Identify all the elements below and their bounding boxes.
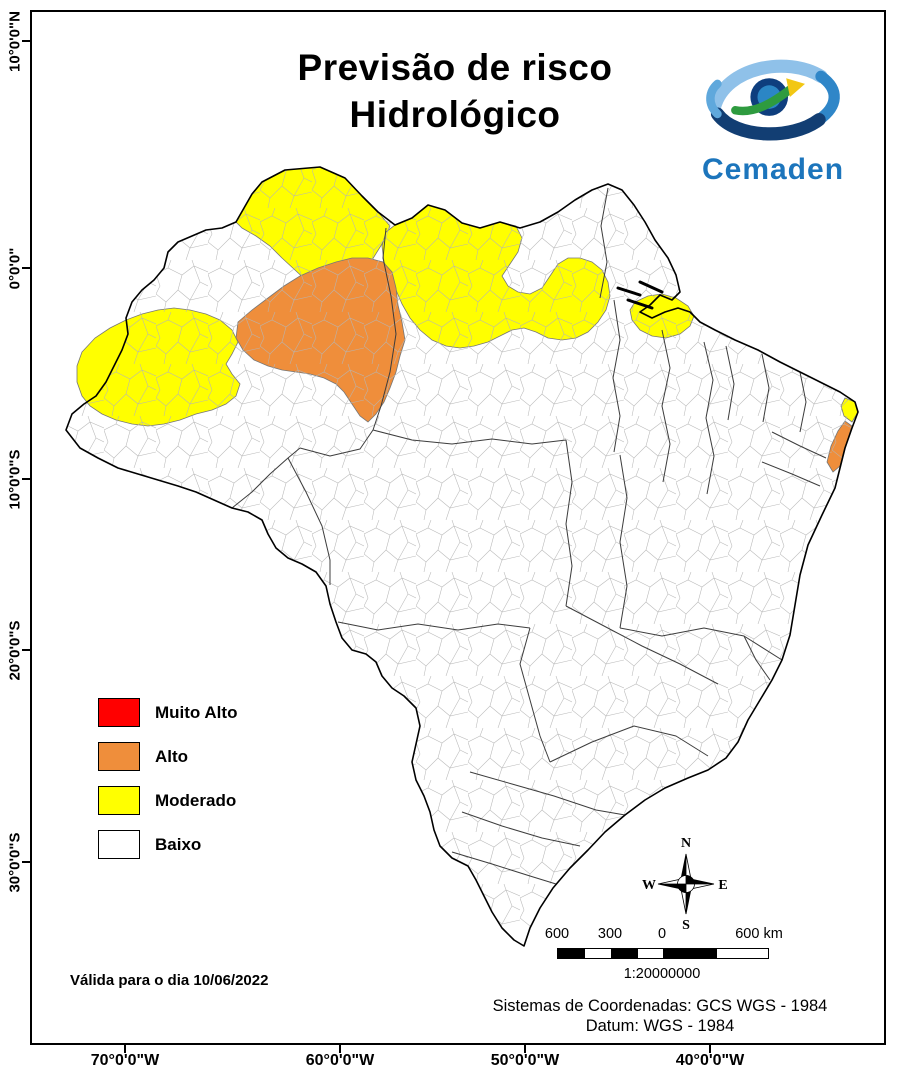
legend-item-baixo: Baixo (98, 830, 237, 859)
compass-south-label: S (682, 918, 690, 932)
scale-segment (636, 949, 663, 958)
legend-item-muito-alto: Muito Alto (98, 698, 237, 727)
state-boundaries (231, 187, 827, 885)
scale-segment (558, 949, 585, 958)
legend-swatch-alto (98, 742, 140, 771)
lat-tick (22, 478, 30, 480)
scale-segment (610, 949, 637, 958)
legend-swatch-moderado (98, 786, 140, 815)
map-title: Previsão de risco Hidrológico (150, 44, 760, 138)
map-title-line2: Hidrológico (349, 94, 561, 135)
legend-label-alto: Alto (155, 746, 189, 766)
legend-item-moderado: Moderado (98, 786, 237, 815)
lon-tick (524, 1045, 526, 1053)
coordinate-system-info: Sistemas de Coordenadas: GCS WGS - 1984 … (440, 996, 880, 1036)
validity-note: Válida para o dia 10/06/2022 (70, 972, 269, 989)
coordinate-system-line1: Sistemas de Coordenadas: GCS WGS - 1984 (492, 997, 828, 1015)
lon-label-70w: 70°0'0"W (90, 1052, 160, 1069)
lon-label-40w: 40°0'0"W (675, 1052, 745, 1069)
lat-tick (22, 40, 30, 42)
scale-segment (715, 949, 768, 958)
compass-east-label: E (718, 878, 727, 893)
cemaden-eye-icon (706, 59, 840, 141)
compass-west-label: W (642, 878, 656, 893)
brazil-outline-stroke (65, 166, 859, 947)
legend-swatch-baixo (98, 830, 140, 859)
scale-label-300: 300 (597, 926, 623, 942)
lon-tick (709, 1045, 711, 1053)
lat-label-10n: 10°0'0"N (6, 11, 24, 72)
scale-ratio: 1:20000000 (623, 966, 701, 982)
lat-label-30s: 30°0'0"S (6, 832, 24, 893)
lat-label-0: 0°0'0" (6, 247, 24, 290)
lon-label-50w: 50°0'0"W (490, 1052, 560, 1069)
legend-label-muito-alto: Muito Alto (155, 702, 238, 722)
compass-north-label: N (681, 836, 691, 851)
cemaden-logo: Cemaden (678, 50, 868, 187)
lon-tick (339, 1045, 341, 1053)
risk-legend: Muito Alto Alto Moderado Baixo (98, 698, 237, 874)
legend-swatch-muito-alto (98, 698, 140, 727)
scale-label-600-left: 600 (544, 926, 570, 942)
compass-rose: N S E W (642, 832, 730, 937)
lon-label-60w: 60°0'0"W (305, 1052, 375, 1069)
lat-tick (22, 649, 30, 651)
scale-label-600-km: 600 km (735, 926, 783, 942)
scale-bar-graphic (557, 948, 769, 959)
lon-tick (124, 1045, 126, 1053)
north-arrow-icon: N S E W (642, 836, 728, 933)
scale-segment (663, 949, 716, 958)
municipal-boundaries-texture (66, 167, 858, 946)
lat-tick (22, 861, 30, 863)
legend-label-baixo: Baixo (155, 834, 202, 854)
scale-bar: 600 300 0 600 km 1:20000000 (545, 926, 802, 984)
scale-label-0: 0 (657, 926, 667, 942)
map-title-line1: Previsão de risco (297, 47, 613, 88)
lat-label-20s: 20°0'0"S (6, 620, 24, 681)
cemaden-logo-text: Cemaden (701, 153, 845, 186)
lat-tick (22, 267, 30, 269)
map-frame (30, 10, 886, 1045)
coordinate-system-line2: Datum: WGS - 1984 (585, 1017, 735, 1035)
legend-label-moderado: Moderado (155, 790, 237, 810)
scale-segment (584, 949, 611, 958)
legend-item-alto: Alto (98, 742, 237, 771)
lat-label-10s: 10°0'0"S (6, 449, 24, 510)
